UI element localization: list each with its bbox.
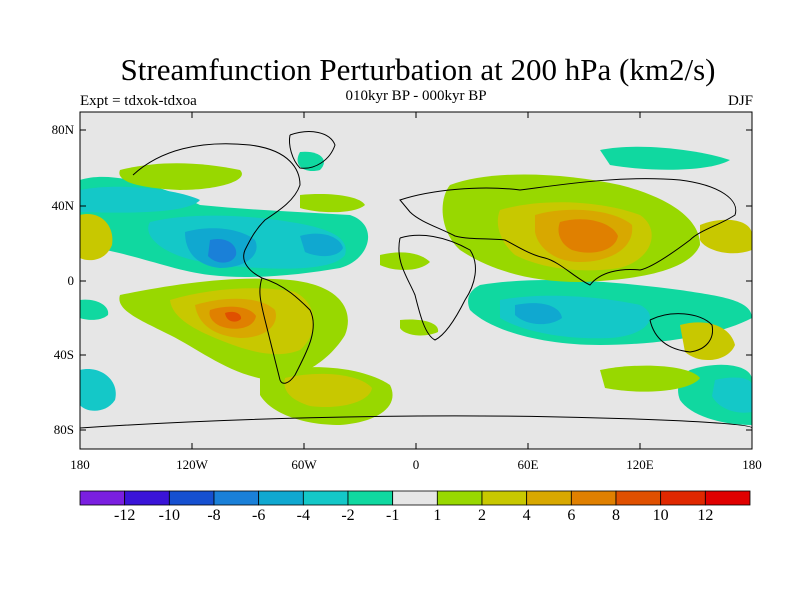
lon-label: 120W [176, 457, 208, 472]
colorbar-swatch [124, 490, 170, 506]
colorbar-label: -1 [385, 507, 400, 524]
coastline-eurasia [399, 178, 737, 286]
colorbar-label: 12 [697, 507, 714, 524]
pos-region-africa [380, 252, 430, 270]
lat-label: 80S [53, 422, 74, 437]
pos-region-asia-4 [558, 219, 618, 253]
colorbar-swatch [392, 490, 438, 506]
neg-region-spac [80, 299, 109, 320]
colorbar-swatch [570, 490, 617, 506]
colorbar-swatch [615, 490, 662, 506]
neg-region-se-2 [712, 377, 752, 413]
coastlines [80, 131, 752, 429]
neg-region-siberia [600, 146, 730, 170]
lat-label: 80N [51, 122, 74, 137]
colorbar-swatch [481, 490, 528, 506]
neg-region-pacific-na-4 [208, 238, 237, 263]
map-ticks [79, 112, 753, 449]
colorbar-swatch [79, 490, 126, 506]
colorbar-label: 4 [522, 507, 531, 524]
lat-label: 40S [53, 347, 74, 362]
colorbar-swatch [704, 490, 751, 506]
pos-region-safrica [400, 319, 439, 336]
contour-fields [80, 112, 752, 449]
colorbar-swatch [436, 490, 483, 506]
colorbar-label: 2 [478, 507, 486, 524]
pos-region-sind [600, 365, 700, 392]
pos-region-arctic [119, 163, 242, 190]
colorbar-swatch [168, 490, 215, 506]
colorbar-swatch [302, 490, 349, 506]
neg-region-npac [80, 186, 200, 213]
lat-label: 40N [51, 198, 74, 213]
lat-label: 0 [67, 273, 75, 288]
colorbar-label: -2 [341, 507, 355, 524]
lon-label: 60E [517, 457, 539, 472]
pos-region-sa-5 [225, 311, 242, 322]
coastline-greenland [289, 131, 336, 169]
neg-region-atlantic [300, 233, 343, 257]
neg-region-indian-3 [515, 303, 562, 325]
lon-label: 180 [70, 457, 90, 472]
colorbar-label: -8 [207, 507, 221, 524]
lon-label: 120E [626, 457, 654, 472]
coastline-africa [398, 234, 476, 341]
map-title: Streamfunction Perturbation at 200 hPa (… [120, 52, 716, 87]
colorbar-label: 10 [652, 507, 669, 524]
colorbar-swatch [213, 490, 260, 506]
colorbar-label: 6 [567, 507, 576, 524]
season-label: DJF [727, 93, 753, 109]
coastline-south-america [259, 277, 314, 384]
coastline-north-america [132, 143, 301, 279]
map-subtitle: 010kyr BP - 000kyr BP [345, 88, 487, 104]
colorbar-swatch [258, 490, 304, 506]
lon-label: 180 [742, 457, 762, 472]
colorbar-label: 8 [612, 507, 620, 524]
colorbar-swatch [526, 490, 572, 506]
lon-label: 60W [291, 457, 317, 472]
experiment-label: Expt = tdxok-tdxoa [80, 93, 197, 109]
pos-region-wpac [700, 219, 752, 254]
pos-region-satl-2 [284, 373, 372, 408]
pos-region-natl [300, 194, 365, 213]
coastline-australia [649, 313, 714, 353]
colorbar-swatch [347, 490, 394, 506]
colorbar-swatch [660, 490, 706, 506]
colorbar [79, 490, 751, 506]
colorbar-label: -6 [251, 507, 266, 524]
pos-region-epac [80, 214, 113, 261]
pos-region-aus [680, 322, 735, 361]
colorbar-label: -10 [158, 507, 180, 524]
colorbar-label: 1 [433, 507, 442, 524]
colorbar-label: -4 [296, 507, 310, 524]
coastline-antarctica [80, 415, 752, 429]
neg-region-greenland [297, 151, 324, 172]
lon-label: 0 [412, 457, 420, 472]
neg-region-sw [80, 369, 116, 411]
colorbar-label: -12 [113, 507, 136, 524]
